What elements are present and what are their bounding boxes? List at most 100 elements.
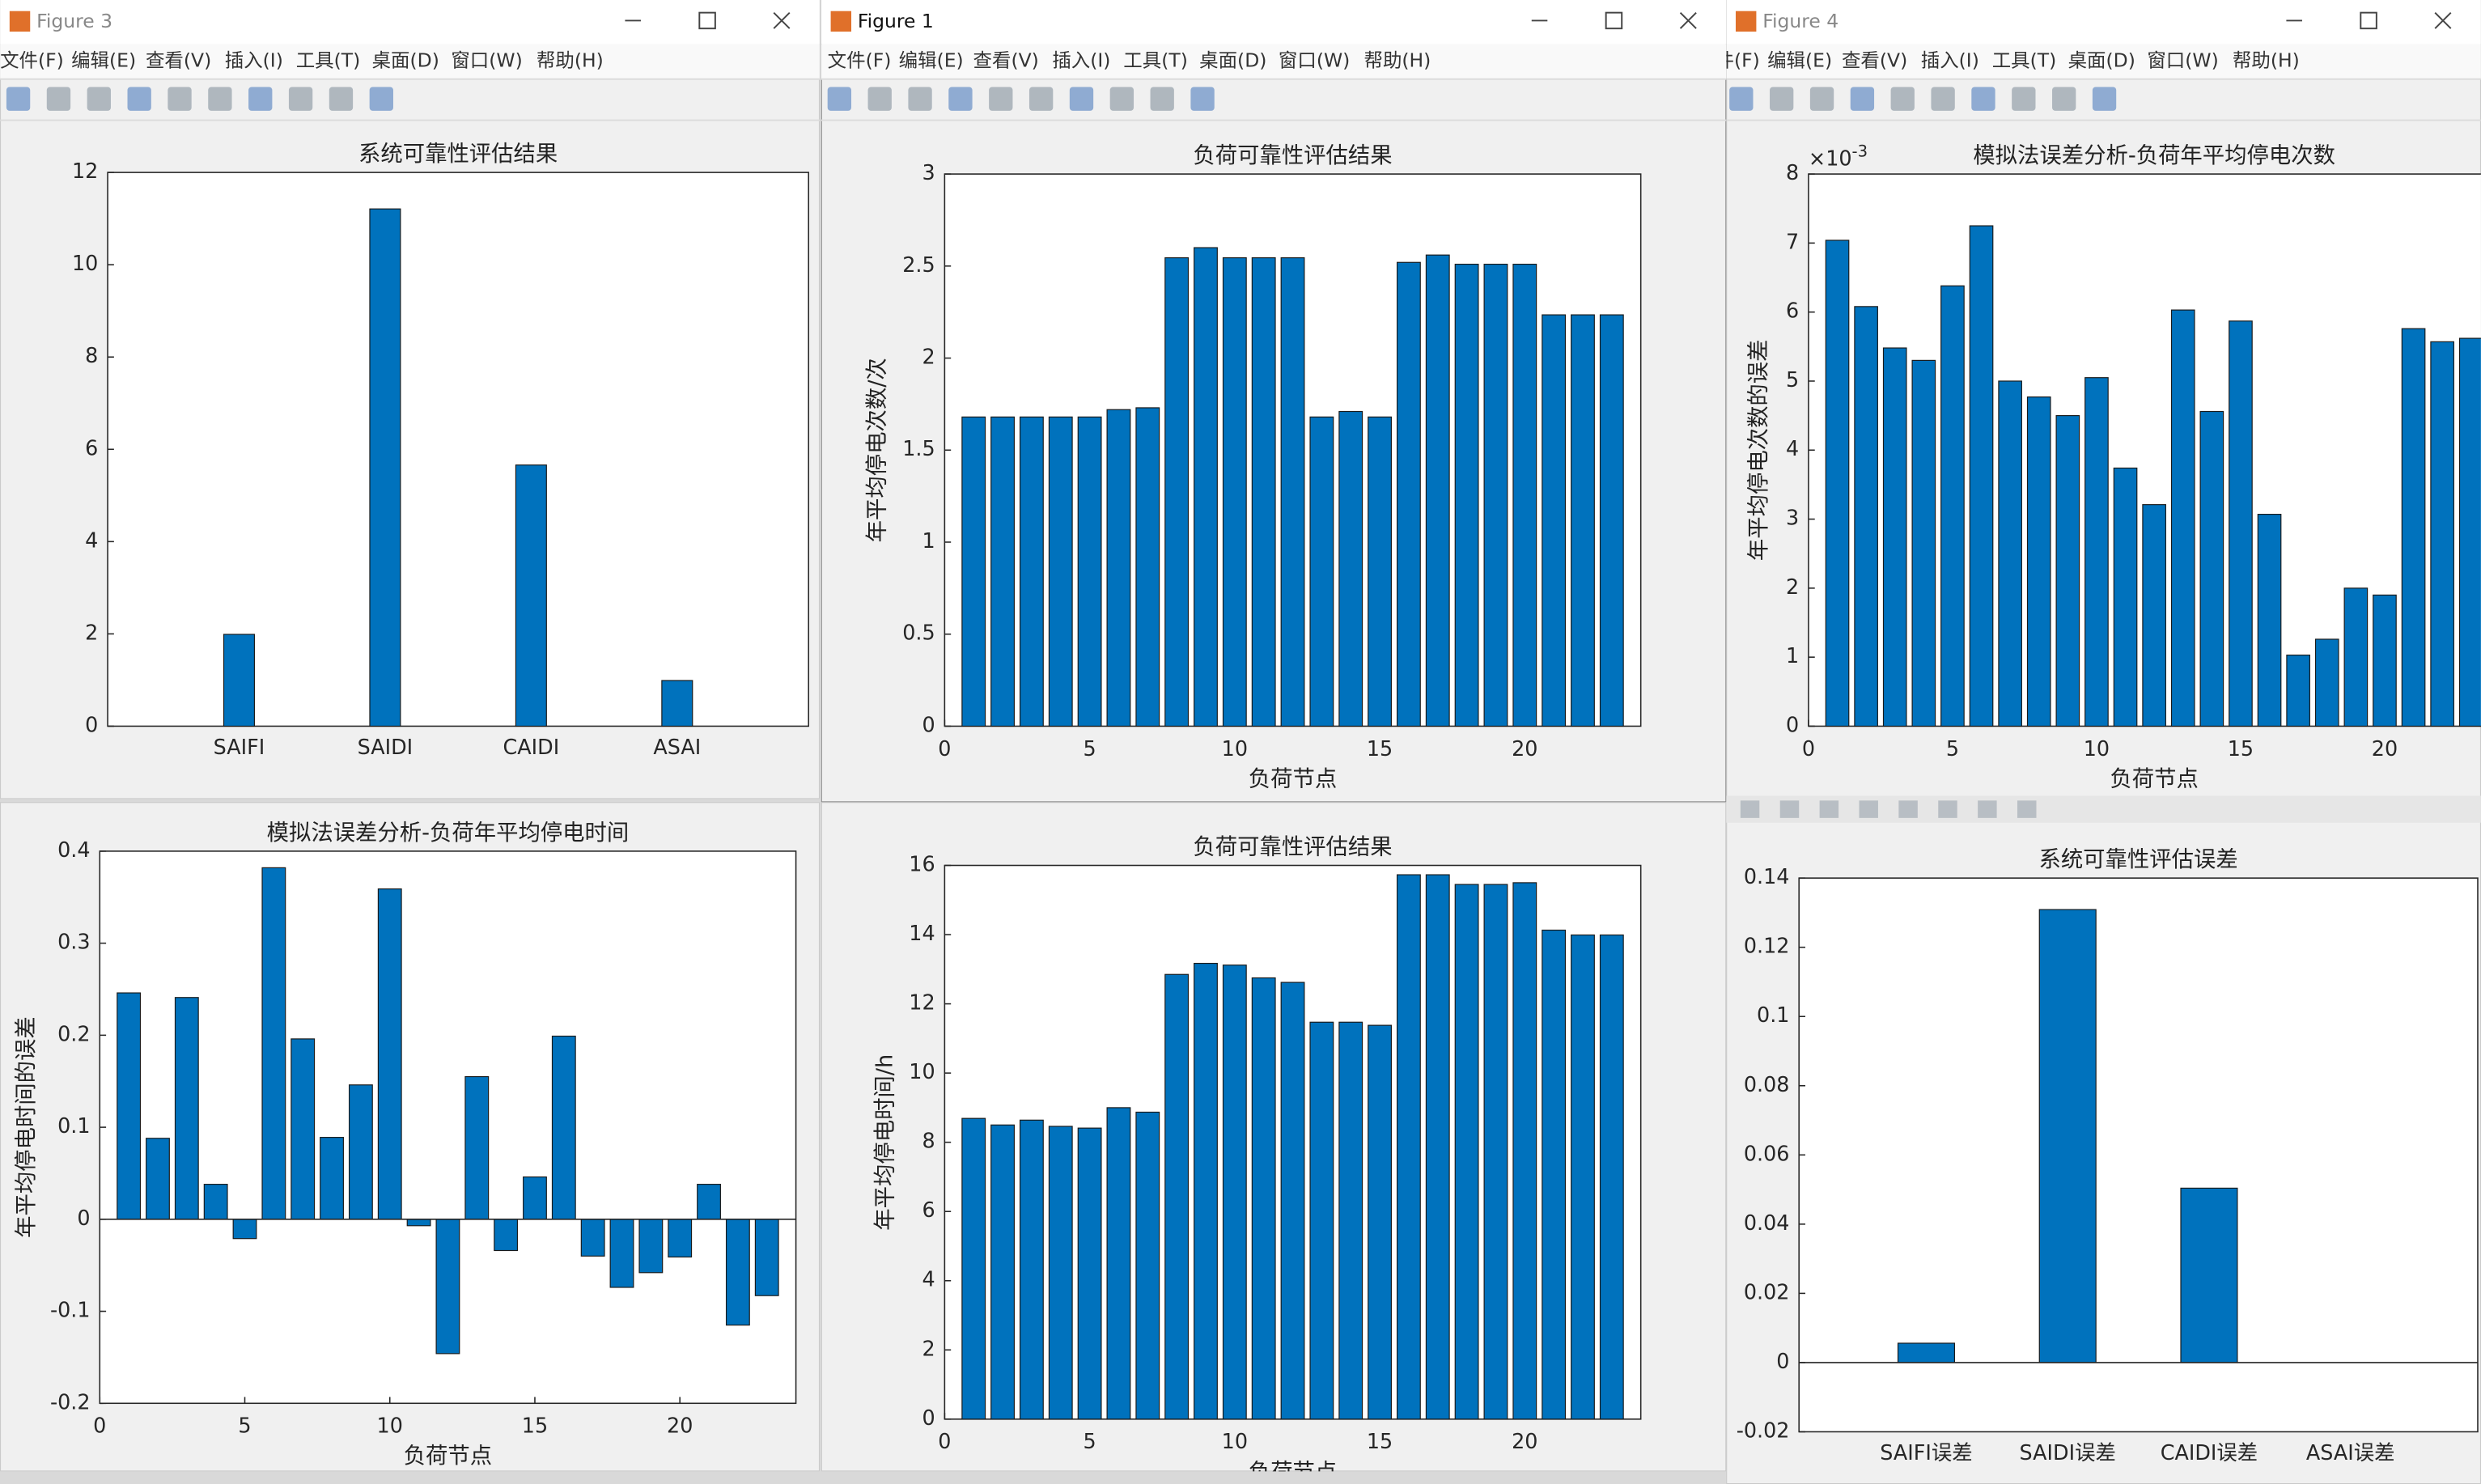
menu-item[interactable]: 查看(V) — [146, 49, 211, 72]
toolbar-button[interactable] — [1971, 87, 1995, 111]
toolbar-button[interactable] — [1859, 800, 1878, 818]
menu-item[interactable]: 查看(V) — [1842, 49, 1907, 72]
menu-item[interactable]: 查看(V) — [973, 49, 1039, 72]
bar — [348, 1084, 373, 1220]
toolbar-button[interactable] — [1028, 87, 1054, 111]
toolbar-button[interactable] — [87, 87, 111, 111]
toolbar-button[interactable] — [369, 87, 393, 111]
toolbar-button[interactable] — [1779, 800, 1800, 818]
y-axis-label: 年平均停电次数的误差 — [1746, 339, 1771, 561]
toolbar-button[interactable] — [1890, 87, 1915, 111]
toolbar-button[interactable] — [827, 87, 852, 111]
menu-item[interactable]: 帮助(H) — [1364, 49, 1431, 72]
x-axis-label: 负荷节点 — [404, 1444, 492, 1469]
y-tick-label: 16 — [909, 852, 935, 876]
bar — [2199, 410, 2224, 727]
bar — [146, 1138, 170, 1220]
menu-bar — [0, 44, 820, 79]
toolbar-button[interactable] — [127, 87, 151, 111]
bar — [1483, 884, 1508, 1420]
toolbar-button[interactable] — [867, 87, 892, 111]
x-axis-label: 负荷节点 — [1249, 766, 1337, 791]
toolbar-button[interactable] — [2012, 87, 2036, 111]
x-tick-label: 15 — [1367, 736, 1393, 761]
y-tick-label: 2 — [85, 620, 98, 644]
bar — [1599, 934, 1624, 1420]
menu-item[interactable]: 工具(T) — [1992, 49, 2057, 72]
toolbar-button[interactable] — [1150, 87, 1174, 111]
window-title: Figure 4 — [1762, 10, 1838, 32]
toolbar-button[interactable] — [1898, 800, 1918, 818]
menu-item[interactable]: 桌面(D) — [372, 49, 439, 72]
menu-item[interactable]: 文件(F) — [828, 49, 892, 72]
toolbar-button[interactable] — [948, 87, 973, 111]
menu-item[interactable]: 帮助(H) — [536, 49, 604, 72]
bar — [223, 634, 255, 727]
toolbar-button[interactable] — [2052, 87, 2076, 111]
toolbar-button[interactable] — [1069, 87, 1094, 111]
toolbar-button[interactable] — [1850, 87, 1875, 111]
menu-item[interactable]: 窗口(W) — [451, 49, 522, 72]
bar — [2229, 320, 2253, 727]
menu-item[interactable]: 窗口(W) — [2147, 49, 2218, 72]
menu-item[interactable]: 工具(T) — [1123, 49, 1188, 72]
menu-item[interactable]: 工具(T) — [296, 49, 361, 72]
x-tick-label: ASAI — [653, 735, 701, 759]
toolbar-button[interactable] — [329, 87, 354, 111]
toolbar-button[interactable] — [1819, 800, 1839, 818]
close-button[interactable] — [1679, 11, 1697, 29]
y-tick-label: 6 — [922, 1198, 935, 1222]
toolbar-button[interactable] — [1931, 87, 1955, 111]
maximize-button[interactable] — [698, 11, 716, 30]
toolbar-button[interactable] — [1978, 800, 1997, 818]
toolbar-button[interactable] — [168, 87, 192, 111]
bar — [1368, 416, 1392, 727]
bar — [320, 1137, 344, 1220]
menu-item[interactable]: 插入(I) — [1052, 49, 1110, 72]
menu-item[interactable]: 编辑(E) — [899, 49, 964, 72]
toolbar-button[interactable] — [208, 87, 232, 111]
toolbar-button[interactable] — [908, 87, 932, 111]
y-tick-label: 0 — [77, 1206, 90, 1230]
x-axis-label: 负荷节点 — [2110, 766, 2198, 791]
menu-item[interactable]: 插入(I) — [1921, 49, 1979, 72]
menu-item[interactable]: 窗口(W) — [1279, 49, 1350, 72]
toolbar-button[interactable] — [248, 87, 273, 111]
menu-item[interactable]: 帮助(H) — [2233, 49, 2300, 72]
toolbar-button[interactable] — [1740, 800, 1760, 818]
menu-item[interactable]: 桌面(D) — [2068, 49, 2135, 72]
toolbar-button[interactable] — [6, 87, 31, 111]
toolbar-button[interactable] — [1770, 87, 1794, 111]
close-button[interactable] — [773, 11, 791, 29]
maximize-button[interactable] — [2360, 11, 2377, 30]
toolbar-button[interactable] — [1109, 87, 1134, 111]
toolbar-button[interactable] — [2017, 800, 2037, 818]
bar — [1135, 407, 1160, 727]
bar — [1425, 874, 1450, 1420]
toolbar-button[interactable] — [288, 87, 313, 111]
bar — [1164, 973, 1190, 1420]
menu-item[interactable]: 编辑(E) — [1767, 49, 1832, 72]
menu-item[interactable]: 编辑(E) — [71, 49, 136, 72]
bar — [2113, 467, 2138, 727]
toolbar-button[interactable] — [1809, 87, 1834, 111]
x-axis-label: 负荷节点 — [1249, 1460, 1337, 1484]
toolbar-button[interactable] — [1938, 800, 1957, 818]
bar — [1940, 285, 1965, 727]
toolbar-button[interactable] — [989, 87, 1013, 111]
x-tick-label: 15 — [1367, 1429, 1393, 1453]
menu-item[interactable]: 桌面(D) — [1199, 49, 1266, 72]
app-icon — [1735, 11, 1757, 32]
maximize-button[interactable] — [1605, 11, 1623, 30]
menu-item[interactable]: 文件(F) — [0, 49, 64, 72]
y-tick-label: 0.08 — [1744, 1072, 1790, 1096]
toolbar-button[interactable] — [1190, 87, 1215, 111]
toolbar-button[interactable] — [46, 87, 71, 111]
menu-item[interactable]: 插入(I) — [225, 49, 283, 72]
y-tick-label: 7 — [1786, 229, 1799, 253]
menu-item[interactable]: 文件(F) — [1696, 49, 1760, 72]
toolbar-button[interactable] — [1729, 87, 1754, 111]
close-button[interactable] — [2434, 11, 2452, 29]
bar — [551, 1035, 576, 1220]
toolbar-button[interactable] — [2092, 87, 2117, 111]
